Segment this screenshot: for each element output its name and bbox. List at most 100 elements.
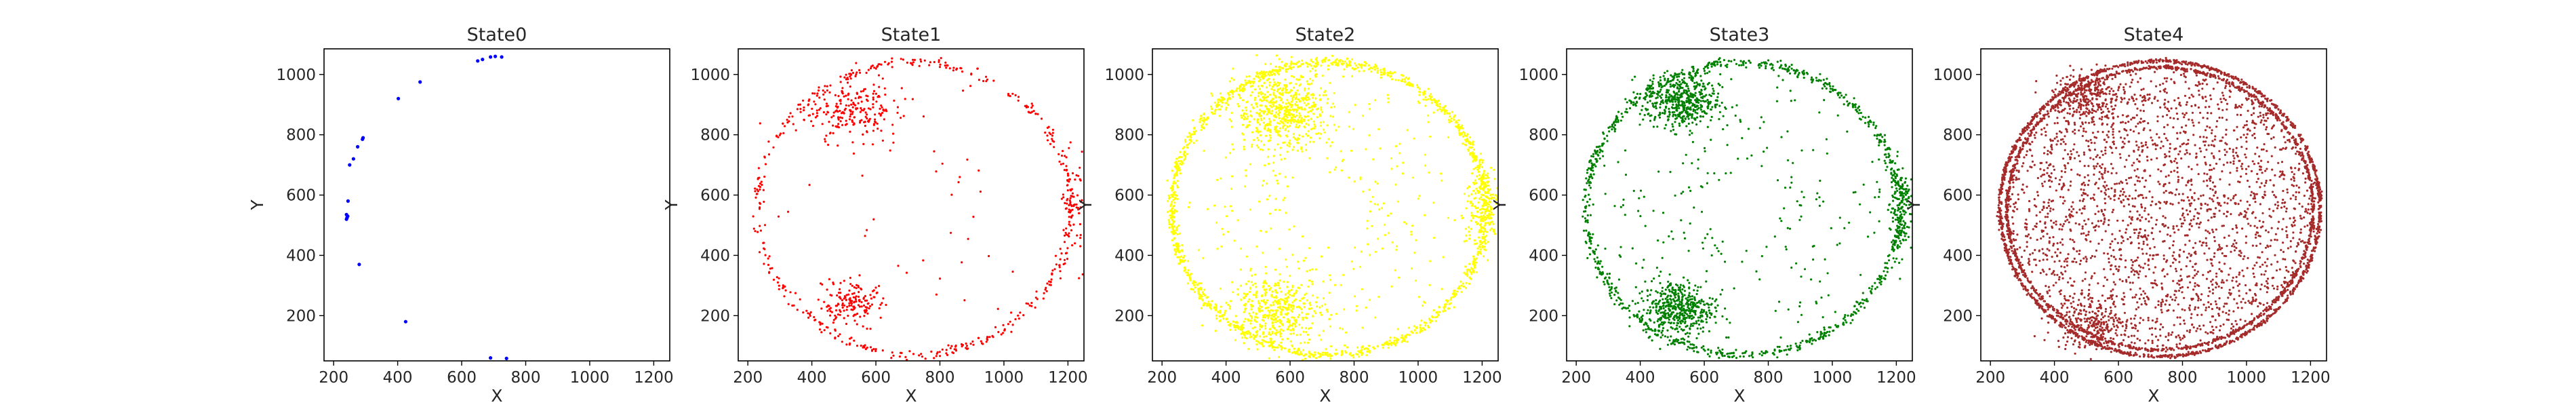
cluster-point xyxy=(1214,330,1217,332)
ring-point xyxy=(1257,341,1260,343)
ring-point xyxy=(1329,357,1332,360)
ring-point xyxy=(825,326,828,328)
interior-point xyxy=(1309,140,1312,143)
ring-point xyxy=(1794,343,1797,345)
ring-point xyxy=(928,64,931,66)
ring-point xyxy=(1638,317,1641,320)
ring-point xyxy=(887,63,889,66)
interior-point xyxy=(1239,248,1242,250)
ring-point xyxy=(1394,79,1397,81)
ring-point xyxy=(1393,339,1396,342)
cluster-point xyxy=(1270,294,1273,297)
ring-point xyxy=(1430,102,1433,104)
ring-point xyxy=(1464,132,1466,134)
cluster-point xyxy=(845,309,848,311)
ring-point xyxy=(1241,336,1244,339)
cluster-point xyxy=(1312,294,1314,297)
interior-point xyxy=(1291,254,1294,256)
ring-point xyxy=(1584,240,1587,243)
cluster-point xyxy=(1666,102,1668,104)
interior-point xyxy=(1304,107,1306,110)
cluster-point xyxy=(1249,290,1251,293)
cluster-point xyxy=(1254,315,1257,318)
cluster-point xyxy=(1068,178,1071,180)
interior-point xyxy=(1344,344,1346,347)
cluster-point xyxy=(1335,129,1337,132)
cluster-point xyxy=(1687,88,1690,90)
ring-point xyxy=(1607,126,1610,129)
cluster-point xyxy=(839,292,842,294)
ring-point xyxy=(1717,347,1720,349)
cluster-point xyxy=(1472,216,1474,219)
cluster-point xyxy=(1279,303,1281,305)
ring-point xyxy=(1468,282,1471,285)
cluster-point xyxy=(891,123,894,126)
ring-point xyxy=(1068,216,1070,218)
interior-point xyxy=(1368,134,1371,136)
data-point xyxy=(489,356,493,360)
cluster-point xyxy=(1683,120,1686,123)
cluster-point xyxy=(1476,210,1479,213)
cluster-point xyxy=(1293,294,1295,297)
cluster-point xyxy=(842,111,845,114)
ring-point xyxy=(1192,142,1195,144)
ring-point xyxy=(1672,339,1675,342)
ring-point xyxy=(1474,167,1477,170)
ring-point xyxy=(1641,317,1644,320)
ring-point xyxy=(1044,131,1047,134)
cluster-point xyxy=(881,106,883,109)
interior-point xyxy=(1372,158,1375,161)
ring-point xyxy=(1468,263,1471,265)
ring-point xyxy=(1740,64,1743,66)
cluster-point xyxy=(1268,331,1270,334)
ring-point xyxy=(1899,239,1901,242)
ring-point xyxy=(1009,320,1011,323)
ring-point xyxy=(1471,153,1474,155)
ring-point xyxy=(756,188,759,191)
ring-point xyxy=(969,343,972,345)
cluster-point xyxy=(818,86,820,89)
cluster-point xyxy=(1317,132,1320,135)
ring-point xyxy=(1706,353,1710,355)
cluster-point xyxy=(1239,328,1242,331)
ring-point xyxy=(1441,106,1444,109)
interior-point xyxy=(1267,162,1270,166)
cluster-point xyxy=(1241,116,1243,119)
ring-point xyxy=(851,71,855,75)
ring-point xyxy=(1336,64,1339,67)
cluster-point xyxy=(1309,110,1312,113)
interior-point xyxy=(1251,300,1253,303)
ring-point xyxy=(1408,334,1411,336)
interior-point xyxy=(1368,298,1371,301)
ring-point xyxy=(1034,113,1037,115)
cluster-point xyxy=(1493,228,1495,231)
ring-point xyxy=(1376,67,1379,70)
cluster-point xyxy=(1239,94,1241,97)
ring-point xyxy=(881,349,884,352)
ring-point xyxy=(1586,201,1589,204)
cluster-point xyxy=(1080,201,1083,204)
cluster-point xyxy=(1228,118,1231,121)
ring-point xyxy=(982,343,984,345)
ring-point xyxy=(1707,348,1710,351)
cluster-point xyxy=(1230,77,1233,79)
ring-point xyxy=(1732,352,1735,355)
ring-point xyxy=(1887,153,1890,155)
cluster-point xyxy=(1304,341,1306,344)
ring-point xyxy=(1448,121,1451,123)
ring-point xyxy=(1743,351,1746,354)
cluster-point xyxy=(1291,149,1294,151)
cluster-point xyxy=(1291,284,1294,287)
cluster-point xyxy=(1329,115,1332,117)
ring-point xyxy=(1381,343,1384,346)
ring-point xyxy=(1178,225,1180,227)
interior-point xyxy=(1361,326,1364,329)
data-point xyxy=(356,144,360,149)
data-point xyxy=(489,55,493,59)
ring-point xyxy=(1169,204,1172,208)
ring-point xyxy=(805,309,808,312)
ring-point xyxy=(1422,93,1425,96)
ring-point xyxy=(1178,262,1182,265)
ring-point xyxy=(1861,292,1864,294)
ring-point xyxy=(1236,324,1239,327)
